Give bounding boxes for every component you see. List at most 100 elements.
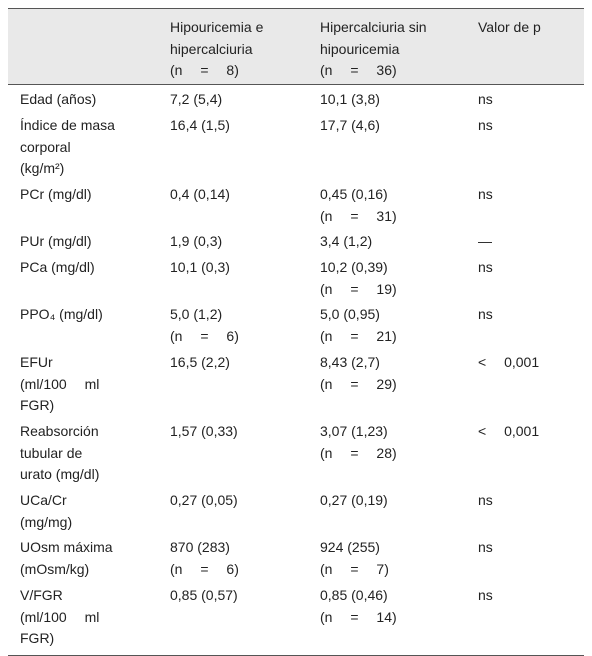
cell-line: hipercalciuria (170, 40, 253, 57)
cell-line: < 0,001 (478, 353, 540, 370)
table-cell: Hipercalciuria sin hipouricemia (n = 36) (320, 9, 478, 85)
cell-line: (n = 19) (320, 280, 397, 297)
cell-line: UCa/Cr (20, 492, 67, 509)
cell-line: ns (478, 539, 493, 556)
table-cell: PPO₄ (mg/dl) (8, 300, 170, 347)
table-cell: ns (478, 180, 584, 227)
cell-line: (kg/m²) (20, 160, 65, 177)
cell-line: 1,9 (0,3) (170, 233, 223, 250)
cell-line: ns (478, 586, 493, 603)
cell-line: 924 (255) (320, 539, 380, 556)
table-cell: 5,0 (0,95) (n = 21) (320, 300, 478, 347)
cell-line: 3,07 (1,23) (320, 422, 388, 439)
cell-line: 0,27 (0,05) (170, 492, 238, 509)
table-cell: ns (478, 581, 584, 656)
table-cell: 0,27 (0,19) (320, 486, 478, 533)
table-cell: 16,5 (2,2) (170, 348, 320, 417)
cell-line: (n = 21) (320, 328, 397, 345)
cell-line: corporal (20, 138, 71, 155)
table-cell: 8,43 (2,7) (n = 29) (320, 348, 478, 417)
page: Hipouricemia e hipercalciuria (n = 8) Hiper… (8, 8, 584, 656)
cell-line: 17,7 (4,6) (320, 116, 380, 133)
header-row: Hipouricemia e hipercalciuria (n = 8) Hiper… (8, 8, 584, 85)
cell-line: PUr (mg/dl) (20, 233, 92, 250)
cell-line: ns (478, 259, 493, 276)
table-cell: Edad (años) (8, 85, 170, 111)
cell-line: 10,1 (0,3) (170, 259, 230, 276)
cell-line: ns (478, 185, 493, 202)
cell-line: (n = 14) (320, 608, 397, 625)
table-row: UOsm máxima (mOsm/kg) 870 (283) (n = 6) 924 … (8, 533, 584, 580)
table-cell: 0,45 (0,16) (n = 31) (320, 180, 478, 227)
table-cell: < 0,001 (478, 348, 584, 417)
cell-line: 7,2 (5,4) (170, 91, 223, 108)
cell-line: 1,57 (0,33) (170, 422, 238, 439)
cell-line: urato (mg/dl) (20, 466, 100, 483)
cell-line: (ml/100 ml (20, 375, 100, 392)
table-cell: ns (478, 111, 584, 180)
table-cell: Reabsorción tubular de urato (mg/dl) (8, 417, 170, 486)
table-cell: ns (478, 300, 584, 347)
cell-line: FGR) (20, 397, 55, 414)
table-cell: Hipouricemia e hipercalciuria (n = 8) (170, 9, 320, 85)
cell-line: 0,45 (0,16) (320, 185, 388, 202)
cell-line: PPO₄ (mg/dl) (20, 306, 103, 323)
table-cell: 5,0 (1,2) (n = 6) (170, 300, 320, 347)
cell-line: PCa (mg/dl) (20, 259, 95, 276)
cell-line: (ml/100 ml (20, 608, 100, 625)
cell-line: ns (478, 306, 493, 323)
table-cell: ns (478, 533, 584, 580)
table-cell: 3,4 (1,2) (320, 227, 478, 253)
table-cell (8, 9, 170, 85)
cell-line: (mg/mg) (20, 513, 73, 530)
table-row: PPO₄ (mg/dl) 5,0 (1,2) (n = 6) 5,0 (0,95) (n… (8, 300, 584, 347)
cell-line: EFUr (20, 353, 53, 370)
table-cell: Índice de masa corporal (kg/m²) (8, 111, 170, 180)
cell-line: 8,43 (2,7) (320, 353, 380, 370)
table-cell: 0,4 (0,14) (170, 180, 320, 227)
table-cell: 0,85 (0,57) (170, 581, 320, 656)
cell-line: Hipouricemia e (170, 19, 264, 35)
table-cell: 3,07 (1,23) (n = 28) (320, 417, 478, 486)
cell-line: 3,4 (1,2) (320, 233, 373, 250)
table-cell: 0,27 (0,05) (170, 486, 320, 533)
table-header: Hipouricemia e hipercalciuria (n = 8) Hiper… (8, 8, 584, 85)
cell-line: < 0,001 (478, 422, 540, 439)
cell-line: 5,0 (1,2) (170, 306, 223, 323)
cell-line: ns (478, 492, 493, 509)
table-cell: Valor de p (478, 9, 584, 85)
table-cell: 1,9 (0,3) (170, 227, 320, 253)
cell-line: (n = 6) (170, 561, 239, 578)
table-row: UCa/Cr (mg/mg) 0,27 (0,05) 0,27 (0,19) ns (8, 486, 584, 533)
cell-line: (n = 31) (320, 207, 397, 224)
table-cell: ns (478, 253, 584, 300)
table-cell: — (478, 227, 584, 253)
table-cell: PUr (mg/dl) (8, 227, 170, 253)
cell-line: (n = 36) (320, 62, 397, 79)
table-cell: ns (478, 85, 584, 111)
table-cell: EFUr (ml/100 ml FGR) (8, 348, 170, 417)
data-table: Hipouricemia e hipercalciuria (n = 8) Hiper… (8, 8, 584, 656)
cell-line: 10,2 (0,39) (320, 259, 388, 276)
table-row: Edad (años) 7,2 (5,4) 10,1 (3,8) ns (8, 85, 584, 111)
table-cell: 924 (255) (n = 7) (320, 533, 478, 580)
cell-line: Valor de p (478, 19, 541, 35)
cell-line: — (478, 233, 492, 250)
table-row: EFUr (ml/100 ml FGR) 16,5 (2,2) 8,43 (2,7) (n… (8, 348, 584, 417)
cell-line: V/FGR (20, 586, 63, 603)
cell-line: tubular de (20, 444, 83, 461)
cell-line: 0,4 (0,14) (170, 185, 230, 202)
table-body: Edad (años) 7,2 (5,4) 10,1 (3,8) ns Índice d… (8, 85, 584, 656)
cell-line: ns (478, 116, 493, 133)
table-cell: 870 (283) (n = 6) (170, 533, 320, 580)
table-row: Índice de masa corporal (kg/m²) 16,4 (1,5) 1… (8, 111, 584, 180)
cell-line: 10,1 (3,8) (320, 91, 380, 108)
table-cell: 10,1 (0,3) (170, 253, 320, 300)
table-cell: V/FGR (ml/100 ml FGR) (8, 581, 170, 656)
cell-line: 16,5 (2,2) (170, 353, 230, 370)
cell-line: Reabsorción (20, 422, 99, 439)
table-cell: PCr (mg/dl) (8, 180, 170, 227)
cell-line: UOsm máxima (20, 539, 113, 556)
table-cell: UCa/Cr (mg/mg) (8, 486, 170, 533)
table-cell: 10,1 (3,8) (320, 85, 478, 111)
